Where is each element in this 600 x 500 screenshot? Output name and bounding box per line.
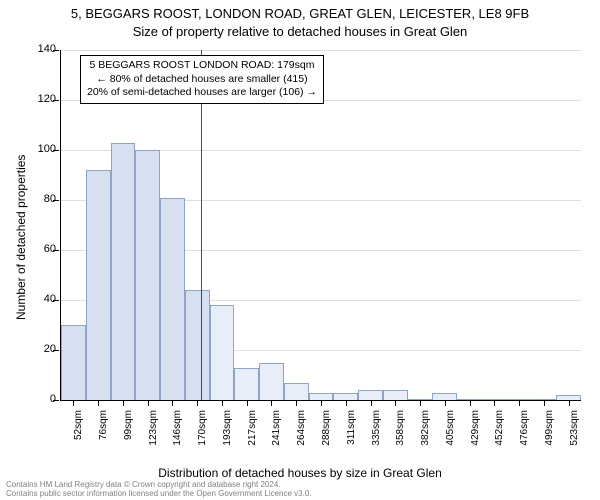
histogram-chart: 5, BEGGARS ROOST, LONDON ROAD, GREAT GLE… bbox=[0, 0, 600, 500]
histogram-bar bbox=[111, 143, 136, 401]
x-tick-label: 452sqm bbox=[494, 410, 505, 450]
x-axis-label: Distribution of detached houses by size … bbox=[0, 466, 600, 480]
x-tick bbox=[98, 400, 99, 406]
x-tick bbox=[172, 400, 173, 406]
x-tick-label: 170sqm bbox=[197, 410, 208, 450]
histogram-bar bbox=[86, 170, 111, 400]
annotation-line: 20% of semi-detached houses are larger (… bbox=[87, 86, 317, 100]
histogram-bar bbox=[432, 393, 457, 401]
attribution-line-1: Contains HM Land Registry data © Crown c… bbox=[6, 480, 312, 489]
x-tick-label: 99sqm bbox=[123, 410, 134, 450]
y-tick-label: 80 bbox=[16, 193, 56, 205]
y-tick-label: 100 bbox=[16, 143, 56, 155]
histogram-bar bbox=[160, 198, 185, 401]
x-tick bbox=[197, 400, 198, 406]
annotation-line: 5 BEGGARS ROOST LONDON ROAD: 179sqm bbox=[87, 59, 317, 73]
x-tick-label: 52sqm bbox=[73, 410, 84, 450]
x-tick-label: 193sqm bbox=[222, 410, 233, 450]
annotation-box: 5 BEGGARS ROOST LONDON ROAD: 179sqm← 80%… bbox=[80, 55, 324, 104]
x-tick bbox=[420, 400, 421, 406]
x-tick bbox=[271, 400, 272, 406]
x-tick bbox=[148, 400, 149, 406]
x-tick bbox=[222, 400, 223, 406]
x-tick-label: 311sqm bbox=[346, 410, 357, 450]
x-tick bbox=[123, 400, 124, 406]
histogram-bar bbox=[61, 325, 86, 400]
x-tick-label: 405sqm bbox=[445, 410, 456, 450]
y-tick-label: 140 bbox=[16, 43, 56, 55]
histogram-bar bbox=[135, 150, 160, 400]
y-tick-label: 40 bbox=[16, 293, 56, 305]
x-tick-label: 429sqm bbox=[470, 410, 481, 450]
histogram-bar bbox=[210, 305, 235, 400]
histogram-bar bbox=[185, 290, 210, 400]
x-tick bbox=[470, 400, 471, 406]
y-tick-label: 60 bbox=[16, 243, 56, 255]
y-tick-label: 20 bbox=[16, 343, 56, 355]
x-tick bbox=[445, 400, 446, 406]
histogram-bar bbox=[234, 368, 259, 401]
x-tick-label: 76sqm bbox=[98, 410, 109, 450]
x-tick-label: 382sqm bbox=[420, 410, 431, 450]
x-tick bbox=[569, 400, 570, 406]
gridline bbox=[61, 50, 581, 51]
x-tick-label: 358sqm bbox=[395, 410, 406, 450]
histogram-bar bbox=[358, 390, 383, 400]
histogram-bar bbox=[309, 393, 334, 401]
y-tick-label: 0 bbox=[16, 393, 56, 405]
x-tick-label: 264sqm bbox=[296, 410, 307, 450]
histogram-bar bbox=[383, 390, 408, 400]
attribution-line-2: Contains public sector information licen… bbox=[6, 489, 312, 498]
x-tick-label: 288sqm bbox=[321, 410, 332, 450]
histogram-bar bbox=[284, 383, 309, 401]
x-tick bbox=[247, 400, 248, 406]
histogram-bar bbox=[333, 393, 358, 401]
chart-title-main: 5, BEGGARS ROOST, LONDON ROAD, GREAT GLE… bbox=[0, 6, 600, 21]
x-tick bbox=[395, 400, 396, 406]
x-tick bbox=[544, 400, 545, 406]
y-tick-label: 120 bbox=[16, 93, 56, 105]
x-tick-label: 241sqm bbox=[271, 410, 282, 450]
x-tick bbox=[296, 400, 297, 406]
x-tick-label: 335sqm bbox=[371, 410, 382, 450]
x-tick-label: 123sqm bbox=[148, 410, 159, 450]
x-tick-label: 523sqm bbox=[569, 410, 580, 450]
x-tick bbox=[519, 400, 520, 406]
attribution-text: Contains HM Land Registry data © Crown c… bbox=[6, 480, 312, 498]
annotation-line: ← 80% of detached houses are smaller (41… bbox=[87, 73, 317, 87]
x-tick bbox=[321, 400, 322, 406]
x-tick-label: 217sqm bbox=[247, 410, 258, 450]
x-tick bbox=[346, 400, 347, 406]
x-tick-label: 499sqm bbox=[544, 410, 555, 450]
x-tick-label: 476sqm bbox=[519, 410, 530, 450]
chart-title-sub: Size of property relative to detached ho… bbox=[0, 24, 600, 39]
x-tick bbox=[73, 400, 74, 406]
x-tick-label: 146sqm bbox=[172, 410, 183, 450]
histogram-bar bbox=[259, 363, 284, 401]
x-tick bbox=[494, 400, 495, 406]
x-tick bbox=[371, 400, 372, 406]
